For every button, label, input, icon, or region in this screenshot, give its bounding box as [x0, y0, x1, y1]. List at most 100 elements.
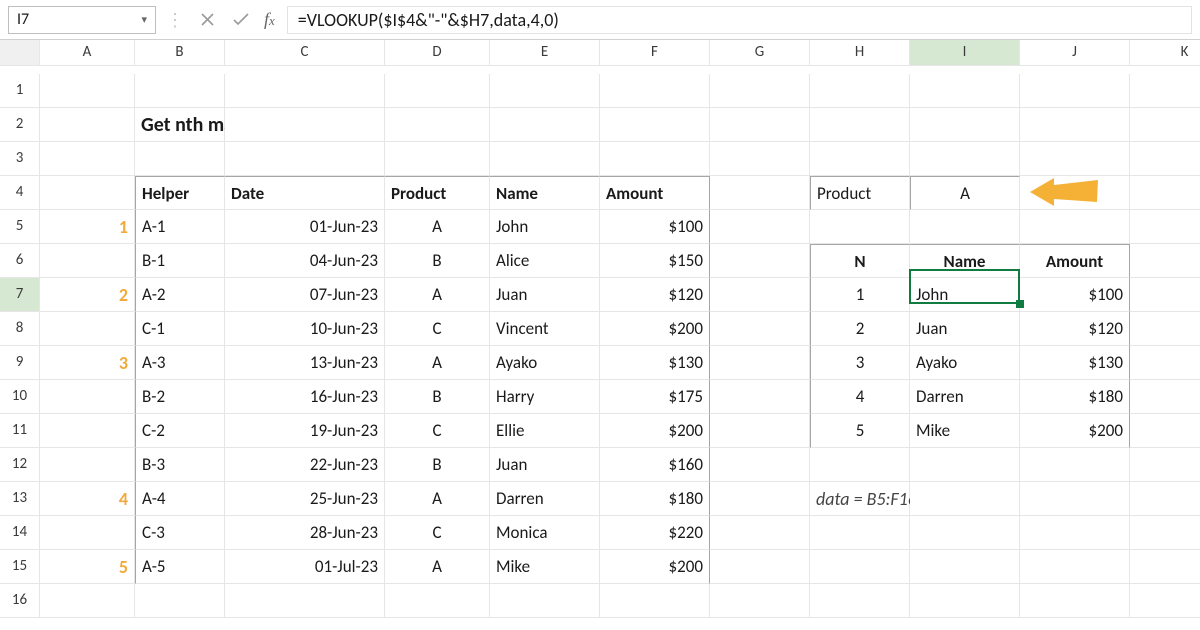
row-header-6[interactable]: 6: [0, 244, 40, 278]
main-cell[interactable]: $180: [600, 482, 710, 516]
cell[interactable]: [1020, 516, 1130, 550]
main-cell[interactable]: $200: [600, 550, 710, 584]
col-header-K[interactable]: K: [1130, 40, 1200, 66]
cell[interactable]: [710, 346, 810, 380]
cell[interactable]: [1020, 108, 1130, 142]
main-cell[interactable]: 13-Jun-23: [225, 346, 385, 380]
cell[interactable]: [710, 176, 810, 210]
main-cell[interactable]: 25-Jun-23: [225, 482, 385, 516]
col-header-I[interactable]: I: [910, 40, 1020, 66]
col-header-B[interactable]: B: [135, 40, 225, 66]
cell[interactable]: [40, 108, 135, 142]
formula-input[interactable]: =VLOOKUP($I$4&"-"&$H7,data,4,0): [287, 6, 1192, 34]
cell[interactable]: [910, 142, 1020, 176]
lookup-cell[interactable]: $100: [1020, 278, 1130, 312]
lookup-cell[interactable]: $200: [1020, 414, 1130, 448]
cell[interactable]: [710, 516, 810, 550]
cell[interactable]: [1130, 74, 1200, 108]
cell[interactable]: [910, 482, 1020, 516]
lookup-cell[interactable]: Ayako: [910, 346, 1020, 380]
cell[interactable]: [710, 482, 810, 516]
main-cell[interactable]: C-2: [135, 414, 225, 448]
cell[interactable]: [710, 448, 810, 482]
lookup-cell[interactable]: John: [910, 278, 1020, 312]
row-header-14[interactable]: 14: [0, 516, 40, 550]
cell[interactable]: [600, 584, 710, 618]
col-header-F[interactable]: F: [600, 40, 710, 66]
cell[interactable]: [40, 74, 135, 108]
main-cell[interactable]: $100: [600, 210, 710, 244]
cell[interactable]: [1020, 584, 1130, 618]
row-header-7[interactable]: 7: [0, 278, 40, 312]
main-cell[interactable]: John: [490, 210, 600, 244]
main-cell[interactable]: A: [385, 346, 490, 380]
cell[interactable]: [710, 414, 810, 448]
cell[interactable]: [490, 584, 600, 618]
main-cell[interactable]: A: [385, 210, 490, 244]
cell[interactable]: [1130, 550, 1200, 584]
main-cell[interactable]: B-2: [135, 380, 225, 414]
row-header-15[interactable]: 15: [0, 550, 40, 584]
main-cell[interactable]: Darren: [490, 482, 600, 516]
cell[interactable]: [1130, 482, 1200, 516]
lookup-cell[interactable]: 5: [810, 414, 910, 448]
row-header-2[interactable]: 2: [0, 108, 40, 142]
cell[interactable]: [710, 380, 810, 414]
cell[interactable]: [135, 584, 225, 618]
cell[interactable]: [810, 550, 910, 584]
main-cell[interactable]: B: [385, 244, 490, 278]
main-cell[interactable]: B: [385, 448, 490, 482]
col-header-A[interactable]: A: [40, 40, 135, 66]
main-cell[interactable]: B: [385, 380, 490, 414]
main-cell[interactable]: C: [385, 312, 490, 346]
cell[interactable]: [810, 516, 910, 550]
main-cell[interactable]: 16-Jun-23: [225, 380, 385, 414]
col-header-C[interactable]: C: [225, 40, 385, 66]
main-cell[interactable]: A: [385, 550, 490, 584]
row-header-11[interactable]: 11: [0, 414, 40, 448]
lookup-cell[interactable]: Darren: [910, 380, 1020, 414]
cell[interactable]: [810, 142, 910, 176]
main-cell[interactable]: Mike: [490, 550, 600, 584]
row-header-16[interactable]: 16: [0, 584, 40, 618]
cell[interactable]: [910, 516, 1020, 550]
main-cell[interactable]: $200: [600, 312, 710, 346]
main-cell[interactable]: $220: [600, 516, 710, 550]
cell[interactable]: [1130, 346, 1200, 380]
main-cell[interactable]: Juan: [490, 448, 600, 482]
main-cell[interactable]: Juan: [490, 278, 600, 312]
cell[interactable]: [1130, 142, 1200, 176]
cell[interactable]: [1130, 312, 1200, 346]
cell[interactable]: [710, 312, 810, 346]
cell[interactable]: [490, 74, 600, 108]
confirm-icon[interactable]: [228, 7, 254, 33]
cell[interactable]: [1020, 176, 1130, 210]
cell[interactable]: [385, 584, 490, 618]
col-header-D[interactable]: D: [385, 40, 490, 66]
row-header-1[interactable]: 1: [0, 74, 40, 108]
cell[interactable]: [385, 142, 490, 176]
row-header-3[interactable]: 3: [0, 142, 40, 176]
main-cell[interactable]: B-1: [135, 244, 225, 278]
cell[interactable]: [1130, 516, 1200, 550]
lookup-cell[interactable]: Juan: [910, 312, 1020, 346]
cell[interactable]: [225, 584, 385, 618]
main-cell[interactable]: Ellie: [490, 414, 600, 448]
lookup-cell[interactable]: 1: [810, 278, 910, 312]
cell[interactable]: [135, 142, 225, 176]
cell[interactable]: [1020, 448, 1130, 482]
cell[interactable]: [600, 108, 710, 142]
cell[interactable]: [40, 142, 135, 176]
cell[interactable]: [910, 550, 1020, 584]
main-cell[interactable]: C-3: [135, 516, 225, 550]
row-header-9[interactable]: 9: [0, 346, 40, 380]
row-header-12[interactable]: 12: [0, 448, 40, 482]
cell[interactable]: [1130, 448, 1200, 482]
cell[interactable]: [600, 142, 710, 176]
cell[interactable]: [710, 278, 810, 312]
main-cell[interactable]: 19-Jun-23: [225, 414, 385, 448]
row-header-5[interactable]: 5: [0, 210, 40, 244]
col-header-E[interactable]: E: [490, 40, 600, 66]
main-cell[interactable]: Monica: [490, 516, 600, 550]
cell[interactable]: [710, 142, 810, 176]
